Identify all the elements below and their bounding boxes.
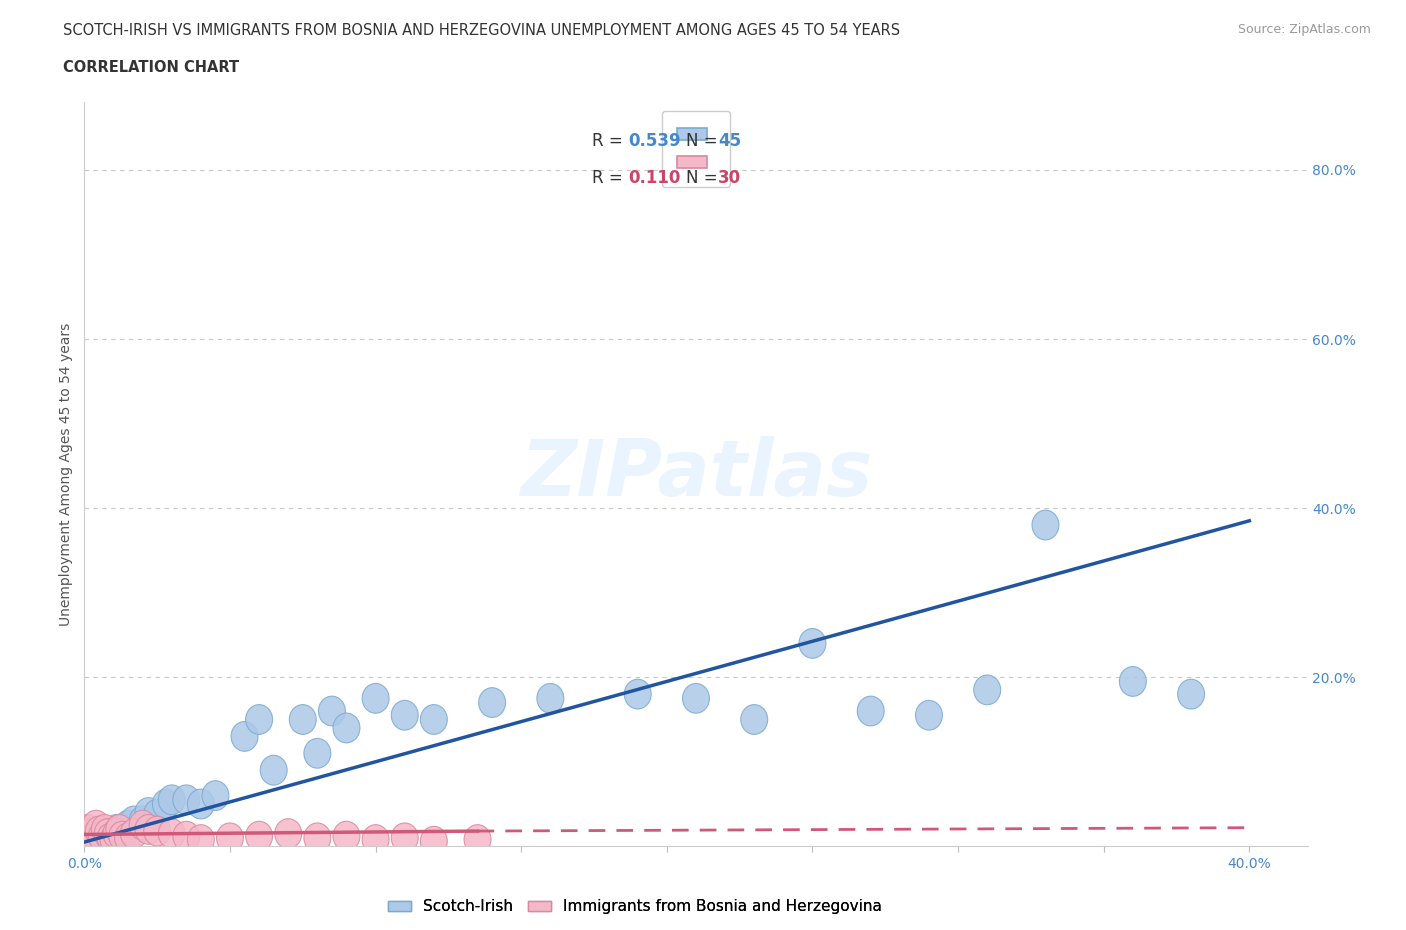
Ellipse shape xyxy=(89,821,115,851)
Ellipse shape xyxy=(105,817,132,846)
Ellipse shape xyxy=(217,823,243,853)
Y-axis label: Unemployment Among Ages 45 to 54 years: Unemployment Among Ages 45 to 54 years xyxy=(59,323,73,626)
Ellipse shape xyxy=(143,799,170,829)
Text: Source: ZipAtlas.com: Source: ZipAtlas.com xyxy=(1237,23,1371,36)
Ellipse shape xyxy=(86,826,112,856)
Ellipse shape xyxy=(915,700,942,730)
Ellipse shape xyxy=(97,823,124,853)
Ellipse shape xyxy=(121,806,148,836)
Ellipse shape xyxy=(682,684,710,713)
Ellipse shape xyxy=(80,827,107,857)
Ellipse shape xyxy=(741,705,768,735)
Legend: Scotch-Irish, Immigrants from Bosnia and Herzegovina: Scotch-Irish, Immigrants from Bosnia and… xyxy=(381,894,889,921)
Ellipse shape xyxy=(624,679,651,709)
Ellipse shape xyxy=(94,818,121,848)
Ellipse shape xyxy=(115,823,142,853)
Ellipse shape xyxy=(1178,679,1205,709)
Ellipse shape xyxy=(108,821,135,851)
Text: CORRELATION CHART: CORRELATION CHART xyxy=(63,60,239,75)
Ellipse shape xyxy=(974,675,1001,705)
Ellipse shape xyxy=(152,790,180,819)
Ellipse shape xyxy=(100,820,127,850)
Ellipse shape xyxy=(129,810,156,840)
Ellipse shape xyxy=(94,818,121,848)
Ellipse shape xyxy=(363,825,389,855)
Ellipse shape xyxy=(89,821,115,851)
Ellipse shape xyxy=(1032,511,1059,540)
Ellipse shape xyxy=(858,697,884,726)
Ellipse shape xyxy=(159,818,186,848)
Ellipse shape xyxy=(108,818,135,848)
Ellipse shape xyxy=(478,687,506,717)
Ellipse shape xyxy=(86,817,112,846)
Ellipse shape xyxy=(75,815,101,844)
Ellipse shape xyxy=(464,825,491,855)
Ellipse shape xyxy=(231,722,257,751)
Text: 0.110: 0.110 xyxy=(628,169,681,187)
Ellipse shape xyxy=(91,815,118,844)
Ellipse shape xyxy=(77,825,104,855)
Ellipse shape xyxy=(91,824,118,854)
Ellipse shape xyxy=(80,823,107,853)
Text: 30: 30 xyxy=(718,169,741,187)
Ellipse shape xyxy=(319,697,346,726)
Ellipse shape xyxy=(246,705,273,735)
Ellipse shape xyxy=(420,705,447,735)
Ellipse shape xyxy=(260,755,287,785)
Ellipse shape xyxy=(129,806,156,836)
Ellipse shape xyxy=(799,629,825,658)
Ellipse shape xyxy=(103,815,129,844)
Ellipse shape xyxy=(135,798,162,828)
Text: R =: R = xyxy=(592,169,623,187)
Ellipse shape xyxy=(115,810,142,840)
Ellipse shape xyxy=(100,825,127,855)
Ellipse shape xyxy=(83,823,110,853)
Ellipse shape xyxy=(83,810,110,840)
Ellipse shape xyxy=(202,780,229,810)
Ellipse shape xyxy=(187,790,214,819)
Ellipse shape xyxy=(103,818,129,848)
Ellipse shape xyxy=(246,821,273,851)
Text: SCOTCH-IRISH VS IMMIGRANTS FROM BOSNIA AND HERZEGOVINA UNEMPLOYMENT AMONG AGES 4: SCOTCH-IRISH VS IMMIGRANTS FROM BOSNIA A… xyxy=(63,23,900,38)
Ellipse shape xyxy=(173,785,200,815)
Ellipse shape xyxy=(274,818,302,848)
Ellipse shape xyxy=(143,817,170,846)
Ellipse shape xyxy=(363,684,389,713)
Ellipse shape xyxy=(391,823,418,853)
Ellipse shape xyxy=(105,815,132,844)
Ellipse shape xyxy=(121,818,148,848)
Ellipse shape xyxy=(173,821,200,851)
Ellipse shape xyxy=(75,827,101,857)
Ellipse shape xyxy=(391,700,418,730)
Ellipse shape xyxy=(420,827,447,857)
Text: N =: N = xyxy=(686,169,718,187)
Ellipse shape xyxy=(304,823,330,853)
Text: 45: 45 xyxy=(718,132,741,150)
Ellipse shape xyxy=(290,705,316,735)
Text: ZIPatlas: ZIPatlas xyxy=(520,436,872,512)
Ellipse shape xyxy=(333,713,360,743)
Ellipse shape xyxy=(537,684,564,713)
Ellipse shape xyxy=(97,823,124,853)
Ellipse shape xyxy=(159,785,186,815)
Ellipse shape xyxy=(77,818,104,848)
Ellipse shape xyxy=(135,815,162,844)
Ellipse shape xyxy=(304,738,330,768)
Ellipse shape xyxy=(1119,667,1146,697)
Text: 0.539: 0.539 xyxy=(628,132,682,150)
Text: N =: N = xyxy=(686,132,718,150)
Ellipse shape xyxy=(187,825,214,855)
Ellipse shape xyxy=(333,821,360,851)
Text: R =: R = xyxy=(592,132,623,150)
